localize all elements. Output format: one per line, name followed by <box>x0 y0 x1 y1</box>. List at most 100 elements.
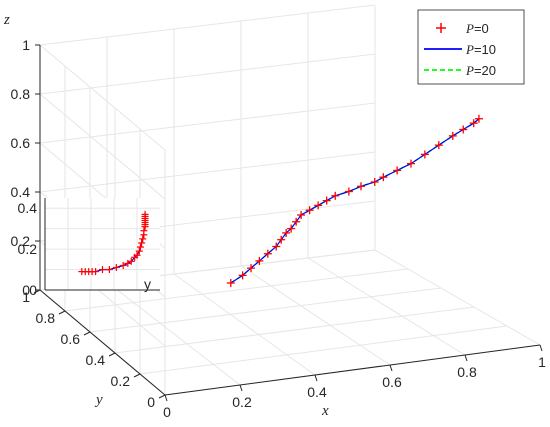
back-wall-grid-line <box>39 102 376 144</box>
y-tick-mark <box>108 352 116 357</box>
z-tick-label: 0.2 <box>11 233 31 249</box>
side-wall-grid-line <box>39 44 166 151</box>
series-point-P0 <box>393 166 402 175</box>
series-point-P0 <box>272 242 281 251</box>
z-tick-label: 0.8 <box>11 86 31 102</box>
series-point-P0 <box>370 177 379 186</box>
series-point-P0 <box>247 264 255 273</box>
x-tick-label: 0.4 <box>307 384 327 400</box>
inset-series-point <box>141 210 149 218</box>
inset-y-tick-label: 0.2 <box>18 241 38 257</box>
series-point-P0 <box>305 206 314 215</box>
x-tick-mark <box>464 354 468 362</box>
inset-series-point <box>99 266 106 274</box>
axes <box>33 44 543 402</box>
z-tick-label: 1 <box>22 37 30 53</box>
floor-grid-line <box>374 249 541 346</box>
inset-series-point <box>127 257 135 265</box>
series-point-P0 <box>292 217 301 226</box>
series-point-P0 <box>322 196 331 205</box>
legend-entry: P=10 <box>424 42 496 57</box>
floor-grid-line <box>114 306 475 354</box>
y-tick-label: 0.2 <box>111 373 131 389</box>
x-tick-label: 0.8 <box>457 364 477 380</box>
series-point-P0 <box>263 249 272 258</box>
inset-series-point <box>140 227 148 235</box>
back-wall-grid-line <box>39 151 376 193</box>
inset-series-point <box>139 235 147 243</box>
inset-background <box>45 198 160 290</box>
tick-labels: 00.20.40.60.8100.20.40.60.8100.20.40.60.… <box>11 37 547 420</box>
z-tick-label: 0.4 <box>11 184 31 200</box>
series-point-P0 <box>459 125 468 134</box>
inset-series-point <box>133 251 141 259</box>
back-wall-grid-line <box>39 4 376 46</box>
z-tick-label: 0 <box>22 282 30 298</box>
series-point-P0 <box>420 150 429 159</box>
series-point-P0 <box>434 141 443 150</box>
floor-grid-line <box>106 281 241 386</box>
x-tick-label: 0.2 <box>232 394 252 410</box>
legend-entry: P=20 <box>424 63 496 78</box>
series-point-P0 <box>282 228 291 237</box>
x-tick-mark <box>164 394 168 402</box>
inset-axis-label: y <box>144 276 151 292</box>
series-point-P0 <box>238 271 247 280</box>
y-tick-label: 0.6 <box>61 331 81 347</box>
y-tick-label: 0.8 <box>36 310 56 326</box>
legend-label: P=0 <box>465 21 489 36</box>
y-tick-mark <box>83 331 91 336</box>
inset-series-point <box>135 247 143 255</box>
floor-grid-line <box>173 273 316 376</box>
y-tick-label: 1 <box>22 289 30 305</box>
floor-grid-line <box>64 268 409 312</box>
x-tick-label: 0.6 <box>382 374 402 390</box>
series-layer <box>226 114 483 287</box>
series-point-P0 <box>314 201 323 210</box>
floor-grid-line <box>240 265 391 366</box>
series-point-P0 <box>277 235 286 244</box>
x-tick-mark <box>539 344 543 352</box>
floor-grid-line <box>139 325 508 375</box>
series-point-P0 <box>448 131 457 140</box>
y-tick-label: 0.4 <box>86 352 106 368</box>
inset-y-tick-label: 0.4 <box>18 200 38 216</box>
inset-series-point <box>105 266 113 274</box>
inset-series-point <box>112 264 120 272</box>
legend: P=0 P=10 P=20 <box>417 9 525 85</box>
floor-grid-line <box>89 287 442 333</box>
z-tick-label: 0.6 <box>11 135 31 151</box>
legend-entry: P=0 <box>436 21 489 36</box>
x-axis-label: x <box>321 403 329 419</box>
series-point-P0 <box>406 159 415 168</box>
series-line-P10 <box>230 118 480 284</box>
inset-series-point <box>92 268 100 276</box>
series-point-P0 <box>344 187 353 196</box>
series-point-P0 <box>357 182 365 191</box>
x-tick-mark <box>389 364 393 372</box>
legend-box <box>417 9 525 85</box>
legend-label: P=10 <box>465 42 496 57</box>
y-tick-mark <box>58 310 66 315</box>
legend-label: P=20 <box>465 63 496 78</box>
floor-grid-line <box>307 257 466 356</box>
series-point-P0 <box>297 210 306 219</box>
series-point-P0 <box>255 256 264 265</box>
x-tick-label: 0 <box>163 404 171 420</box>
series-point-P0 <box>287 224 296 233</box>
series-point-P0 <box>474 114 483 123</box>
side-wall-grid-line <box>39 93 166 200</box>
inset-plot: y <box>44 198 160 292</box>
x-tick-mark <box>314 374 318 382</box>
series-point-P0 <box>379 173 388 182</box>
z-axis-label: z <box>3 12 10 28</box>
inset-y-tick-label: 0 <box>29 282 37 298</box>
x-tick-label: 1 <box>538 354 546 370</box>
inset-series-point <box>138 239 146 247</box>
inset-series-point <box>136 243 144 251</box>
inset-series-point <box>119 261 127 269</box>
x-tick-mark <box>239 384 243 392</box>
back-wall-grid-line <box>39 53 376 95</box>
x-axis-line <box>164 344 541 396</box>
